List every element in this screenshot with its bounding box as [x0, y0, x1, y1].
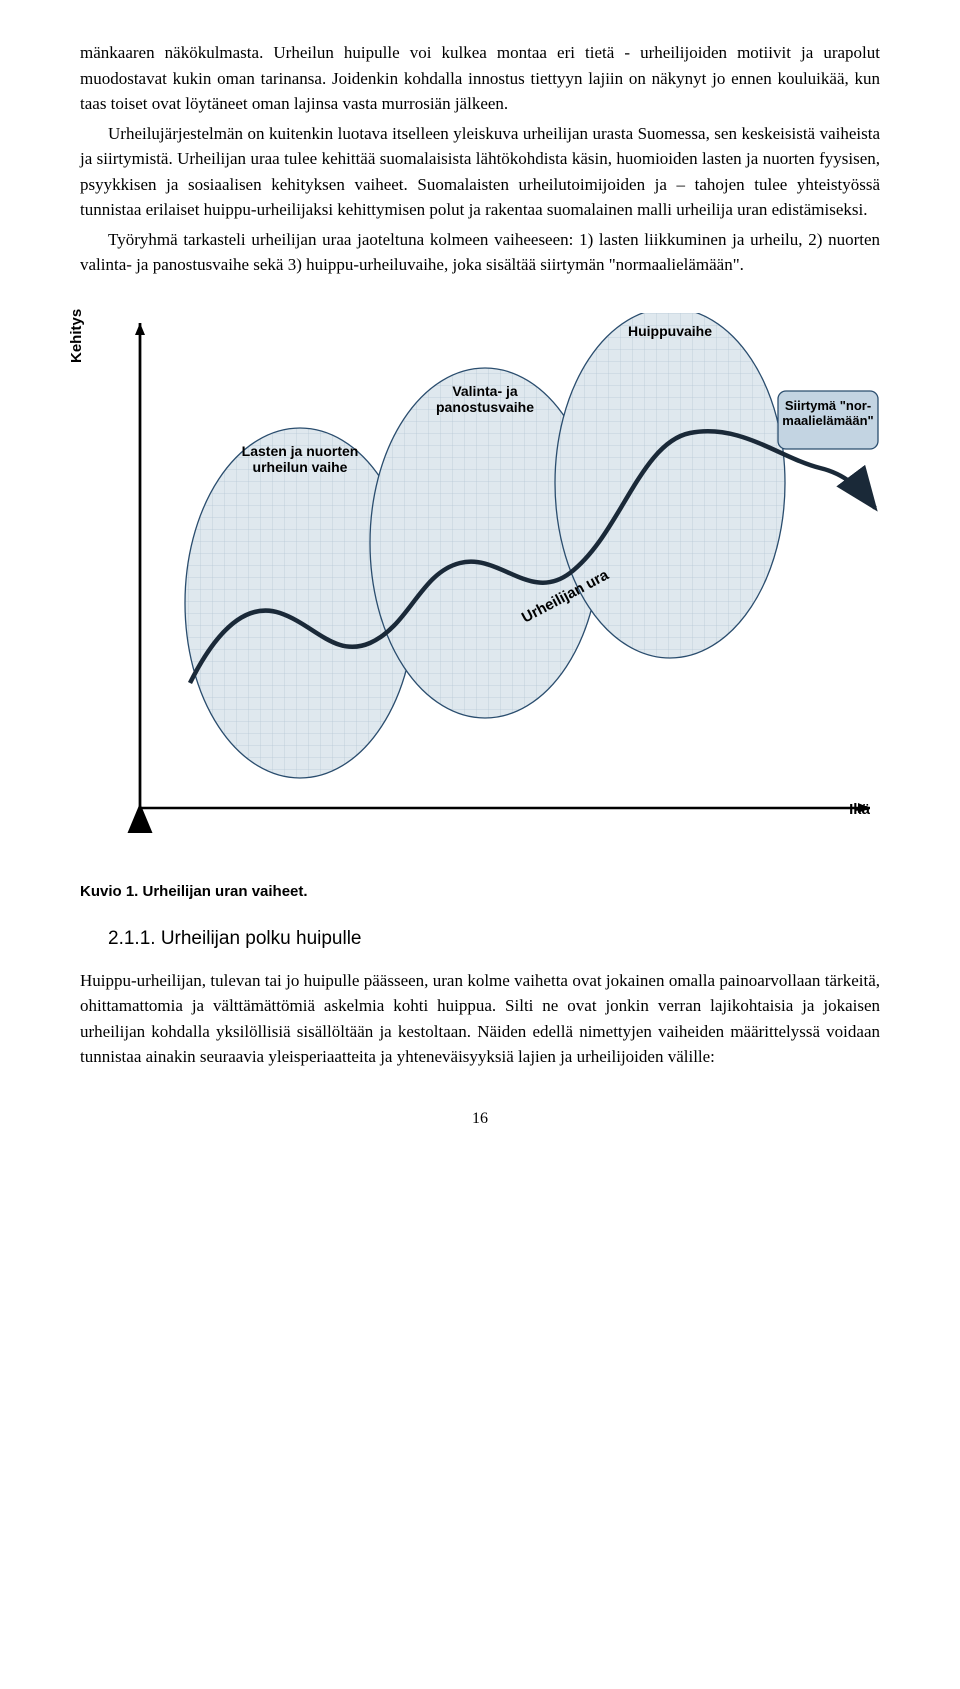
paragraph-4: Huippu-urheilijan, tulevan tai jo huipul… [80, 968, 880, 1070]
stage-ellipse-3 [555, 313, 785, 658]
figure-caption: Kuvio 1. Urheilijan uran vaiheet. [80, 883, 880, 900]
body-text-block-2: Huippu-urheilijan, tulevan tai jo huipul… [80, 968, 880, 1070]
career-stages-figure: Kehitys Ikä [80, 313, 880, 863]
stage-2-label: Valinta- ja panostusvaihe [410, 383, 560, 415]
body-text-block: mänkaaren näkökulmasta. Urheilun huipull… [80, 40, 880, 278]
y-axis-arrow [135, 323, 145, 335]
y-axis-label: Kehitys [68, 308, 85, 362]
figure-svg: Lasten ja nuorten urheilun vaihe Valinta… [80, 313, 880, 863]
page-number: 16 [80, 1110, 880, 1128]
x-axis-label: Ikä [849, 801, 870, 818]
paragraph-2: Urheilujärjestelmän on kuitenkin luotava… [80, 121, 880, 223]
paragraph-3: Työryhmä tarkasteli urheilijan uraa jaot… [80, 227, 880, 278]
paragraph-1: mänkaaren näkökulmasta. Urheilun huipull… [80, 40, 880, 117]
stage-3-label: Huippuvaihe [605, 323, 735, 339]
transition-box-label: Siirtymä "nor- maalielämään" [780, 398, 876, 428]
section-heading-2-1-1: 2.1.1. Urheilijan polku huipulle [108, 928, 880, 950]
stage-1-label: Lasten ja nuorten urheilun vaihe [220, 443, 380, 475]
